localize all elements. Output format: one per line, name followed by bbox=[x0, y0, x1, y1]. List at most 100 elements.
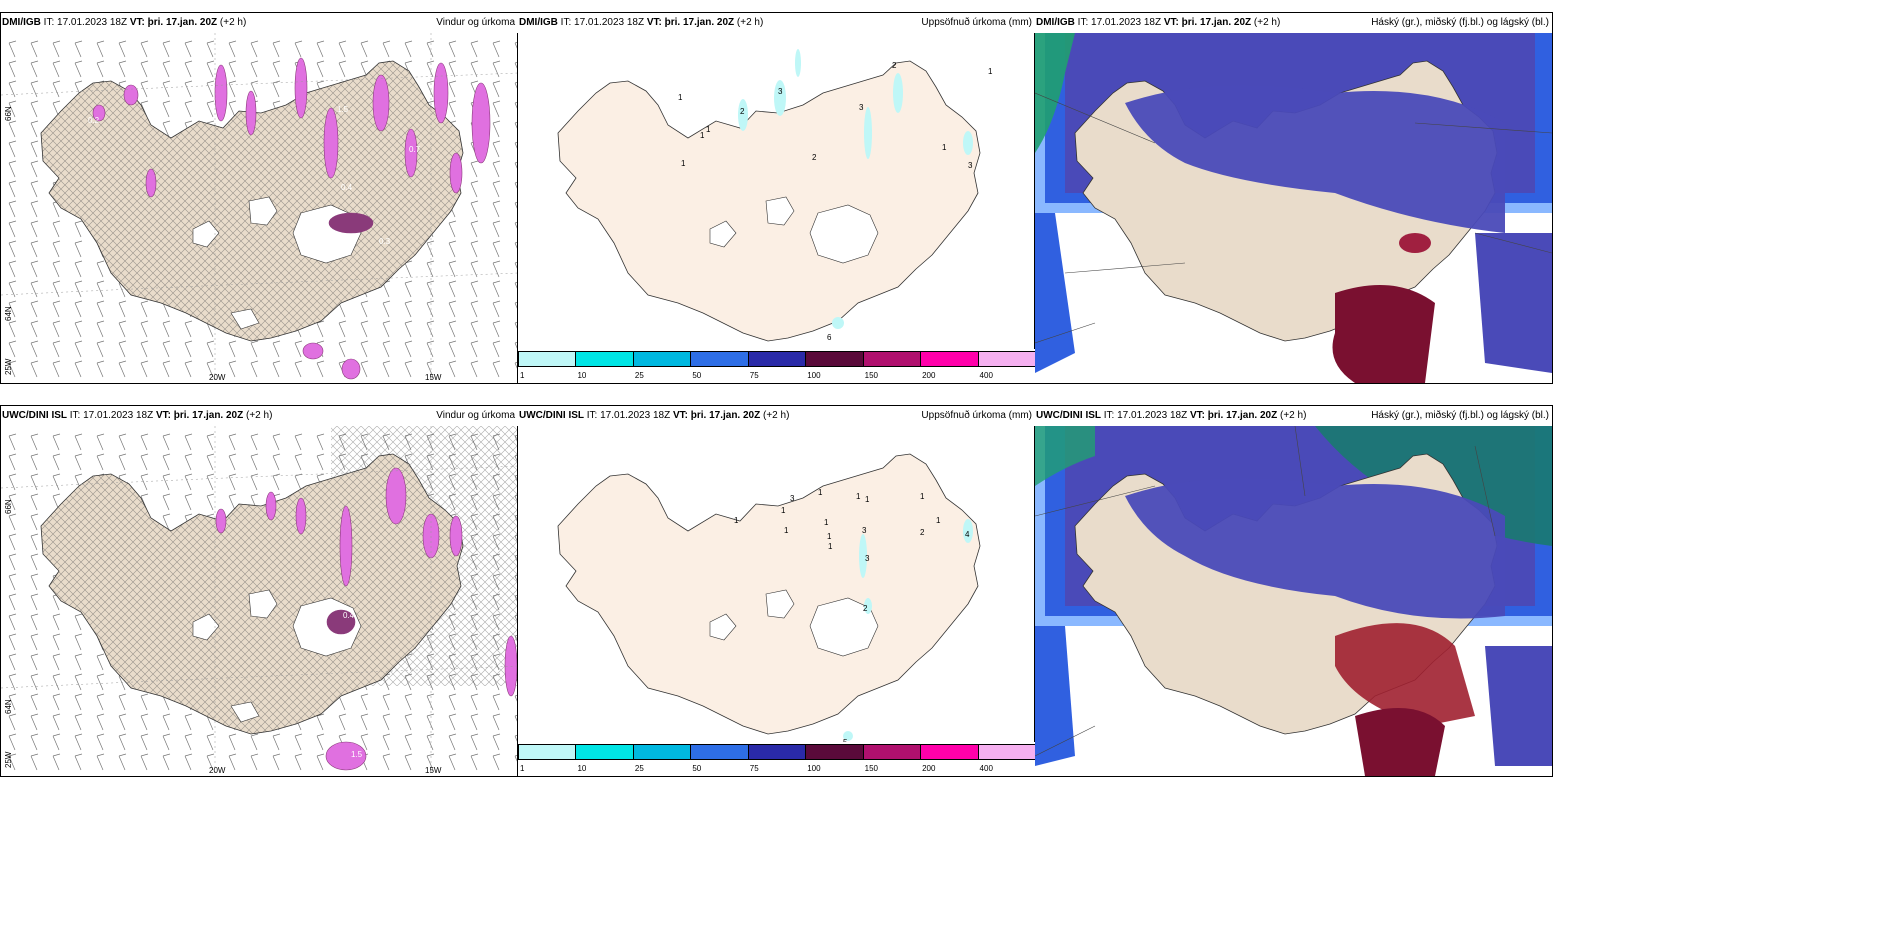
wind-barb bbox=[8, 120, 17, 138]
panel-title: Vindur og úrkoma bbox=[436, 17, 515, 28]
wind-barb bbox=[492, 340, 501, 358]
wind-barb bbox=[118, 60, 127, 78]
lead-time: (+2 h) bbox=[1253, 17, 1281, 28]
wind-barb bbox=[470, 360, 479, 378]
cloud-map bbox=[1035, 426, 1552, 776]
wind-barb bbox=[8, 673, 17, 691]
wind-barb bbox=[184, 100, 193, 118]
wind-barb bbox=[140, 340, 149, 358]
precip-label: 1 bbox=[678, 93, 683, 102]
wind-barb bbox=[30, 320, 39, 338]
wind-barb bbox=[382, 320, 391, 338]
lead-time: (+2 h) bbox=[246, 410, 273, 421]
wind-barb bbox=[118, 340, 127, 358]
wind-barb bbox=[426, 320, 435, 338]
accum-precip-map bbox=[518, 33, 1035, 349]
wind-barb bbox=[470, 220, 479, 238]
wind-barb bbox=[118, 300, 127, 318]
wind-barb bbox=[30, 693, 39, 711]
colorbar-tick: 200 bbox=[922, 371, 936, 380]
wind-barb bbox=[8, 473, 17, 491]
wind-barb bbox=[382, 713, 391, 731]
wind-barb bbox=[206, 493, 215, 511]
lon-label-15: 15W bbox=[425, 766, 442, 775]
wind-barb bbox=[30, 553, 39, 571]
wind-barb bbox=[96, 320, 105, 338]
wind-barb bbox=[8, 613, 17, 631]
wind-barb bbox=[250, 40, 259, 58]
wind-barb bbox=[360, 693, 369, 711]
init-time: 17.01.2023 18Z bbox=[1117, 410, 1188, 421]
wind-barb bbox=[316, 40, 325, 58]
wind-barb bbox=[162, 733, 171, 751]
wind-barb bbox=[8, 220, 17, 238]
panel-title: Háský (gr.), miðský (fj.bl.) og lágský (… bbox=[1371, 17, 1549, 28]
wind-barb bbox=[316, 60, 325, 78]
wind-barb bbox=[404, 40, 413, 58]
wind-barb bbox=[140, 473, 149, 491]
wind-barb bbox=[74, 673, 83, 691]
wind-barb bbox=[8, 713, 17, 731]
colorbar-tick: 150 bbox=[864, 764, 879, 773]
wind-barb bbox=[96, 753, 105, 771]
colorbar-tick: 25 bbox=[634, 371, 644, 380]
wind-barb bbox=[118, 433, 127, 451]
precip-label: 2 bbox=[892, 61, 897, 70]
colorbar-swatch bbox=[862, 351, 922, 367]
wind-barb bbox=[52, 220, 61, 238]
wind-barb bbox=[96, 673, 105, 691]
wind-barb bbox=[514, 281, 518, 291]
init-time: 17.01.2023 18Z bbox=[1091, 17, 1162, 28]
wind-barb bbox=[228, 80, 237, 98]
precip-value: 0.3 bbox=[379, 237, 391, 246]
precip-label: 1 bbox=[856, 492, 861, 501]
wind-barb bbox=[30, 453, 39, 471]
wind-barb bbox=[30, 633, 39, 651]
lat-label-64: 64N bbox=[4, 699, 13, 714]
precip-value: 0.2 bbox=[88, 116, 100, 125]
colorbar-swatch bbox=[575, 351, 634, 367]
precip-label: 1 bbox=[988, 67, 993, 76]
wind-barb bbox=[294, 753, 303, 771]
wind-barb bbox=[272, 360, 281, 378]
precip-label: 3 bbox=[862, 526, 867, 535]
colorbar-swatch bbox=[632, 351, 692, 367]
init-time: 17.01.2023 18Z bbox=[600, 410, 671, 421]
wind-barb bbox=[294, 473, 303, 491]
wind-barb bbox=[426, 733, 435, 751]
wind-barb bbox=[250, 80, 259, 98]
wind-barb bbox=[8, 320, 17, 338]
colorbar-swatch bbox=[805, 351, 864, 367]
wind-barb bbox=[514, 101, 518, 111]
lat-label-66: 66N bbox=[4, 106, 13, 121]
wind-barb bbox=[360, 340, 369, 358]
wind-barb bbox=[470, 693, 479, 711]
it-label: IT: bbox=[1077, 17, 1089, 28]
colorbar-tick: 1 bbox=[520, 764, 525, 773]
wind-barb bbox=[162, 360, 171, 378]
wind-barb bbox=[74, 300, 83, 318]
wind-barb bbox=[514, 361, 518, 371]
wind-barb bbox=[294, 40, 303, 58]
vt-label: VT: bbox=[1163, 17, 1179, 28]
wind-barb bbox=[52, 453, 61, 471]
wind-barb bbox=[96, 300, 105, 318]
colorbar-tick: 100 bbox=[807, 764, 821, 773]
valid-time: þri. 17.jan. 20Z bbox=[173, 410, 244, 421]
wind-barb bbox=[96, 340, 105, 358]
wind-barb bbox=[470, 713, 479, 731]
wind-barb bbox=[492, 200, 501, 218]
wind-barb bbox=[30, 513, 39, 531]
colorbar-tick: 100 bbox=[807, 371, 821, 380]
wind-barb bbox=[30, 653, 39, 671]
wind-barb bbox=[118, 453, 127, 471]
wind-barb bbox=[96, 280, 105, 298]
wind-barb bbox=[470, 40, 479, 58]
wind-barb bbox=[514, 141, 518, 151]
wind-barb bbox=[272, 40, 281, 58]
wind-barb bbox=[74, 753, 83, 771]
vt-label: VT: bbox=[129, 17, 145, 28]
wind-barb bbox=[426, 260, 435, 278]
it-label: IT: bbox=[69, 410, 81, 421]
wind-barb bbox=[8, 280, 17, 298]
